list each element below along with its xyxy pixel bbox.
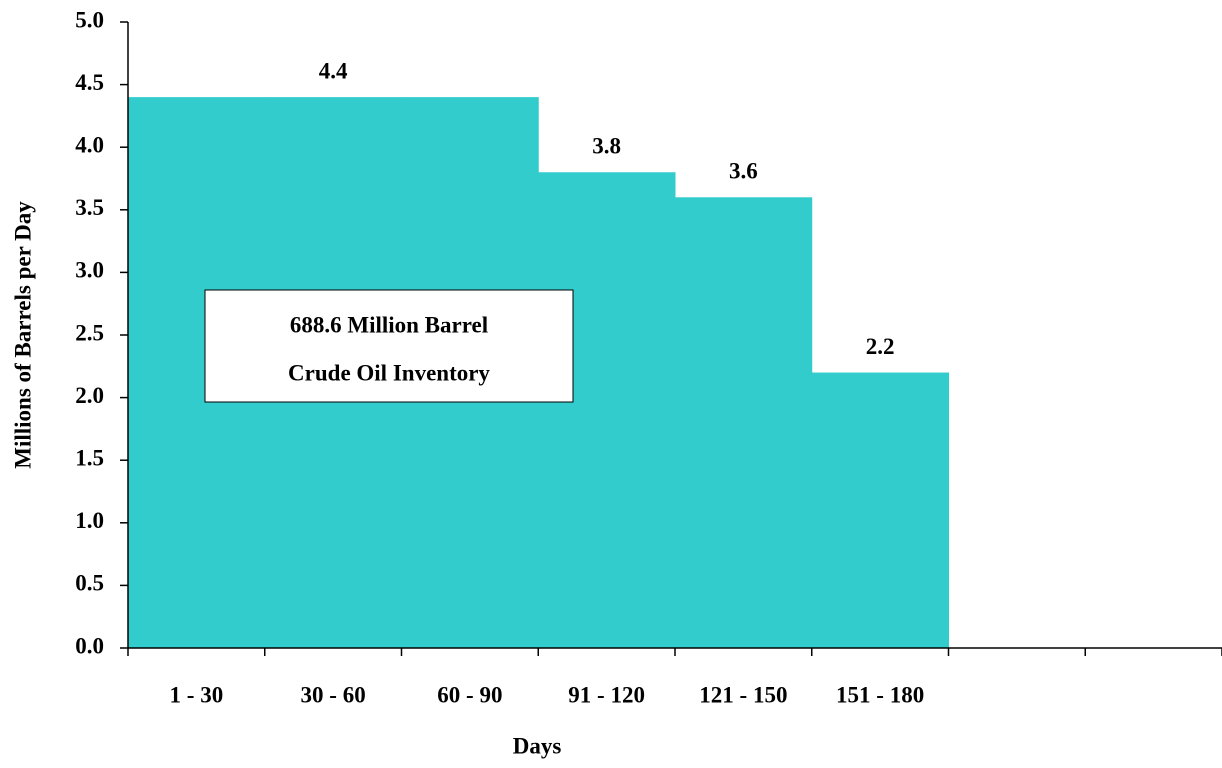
y-tick-label: 5.0 [75, 7, 104, 32]
y-tick-label: 4.5 [75, 70, 104, 95]
value-label: 4.4 [319, 58, 348, 83]
y-axis-title: Millions of Barrels per Day [10, 201, 35, 469]
x-tick-label: 1 - 30 [170, 682, 224, 707]
bar [538, 172, 676, 649]
annotation-box [204, 289, 574, 403]
y-tick-label: 3.5 [75, 195, 104, 220]
value-label: 3.6 [729, 159, 758, 184]
annotation-text: Crude Oil Inventory [288, 360, 490, 385]
y-tick-label: 3.0 [75, 258, 104, 283]
y-tick-label: 1.0 [75, 508, 104, 533]
bar [675, 197, 813, 648]
bar [811, 372, 949, 648]
y-tick-label: 4.0 [75, 132, 104, 157]
x-tick-label: 60 - 90 [437, 682, 502, 707]
y-tick-label: 1.5 [75, 445, 104, 470]
y-tick-label: 0.5 [75, 571, 104, 596]
x-tick-label: 151 - 180 [836, 682, 924, 707]
x-tick-label: 121 - 150 [699, 682, 787, 707]
value-label: 3.8 [592, 134, 621, 159]
y-tick-label: 0.0 [75, 633, 104, 658]
y-tick-label: 2.5 [75, 320, 104, 345]
y-tick-label: 2.0 [75, 383, 104, 408]
x-tick-label: 91 - 120 [568, 682, 645, 707]
value-label: 2.2 [866, 334, 895, 359]
annotation-text: 688.6 Million Barrel [290, 312, 488, 337]
x-axis-title: Days [513, 733, 562, 758]
x-tick-label: 30 - 60 [301, 682, 366, 707]
